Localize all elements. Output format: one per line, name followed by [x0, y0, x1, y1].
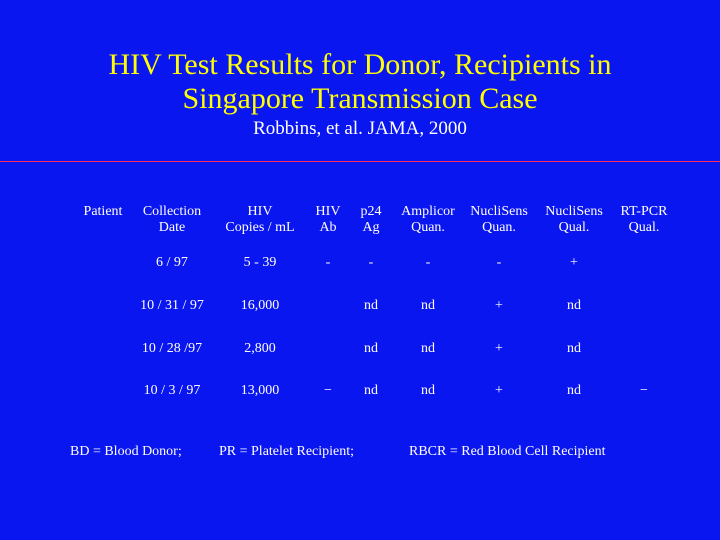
- header-rt-pcr-qual: RT-PCR Qual.: [620, 204, 668, 235]
- table-cell: nd: [421, 298, 435, 313]
- table-cell: nd: [567, 298, 581, 313]
- table-cell: nd: [421, 383, 435, 398]
- header-nuclisens-qual: NucliSens Qual.: [545, 204, 603, 235]
- table-cell: +: [495, 341, 503, 356]
- table-cell: nd: [567, 383, 581, 398]
- table-cell: -: [368, 255, 374, 270]
- table-cell: +: [495, 298, 503, 313]
- table-cell: nd: [364, 383, 378, 398]
- header-nuclisens-quan: NucliSens Quan.: [470, 204, 528, 235]
- legend-rbcr: RBCR = Red Blood Cell Recipient: [409, 444, 606, 459]
- table-cell: nd: [364, 298, 378, 313]
- table-cell: +: [495, 383, 503, 398]
- table-cell: 10 / 3 / 97: [143, 383, 201, 398]
- legend-pr: PR = Platelet Recipient;: [219, 444, 355, 459]
- table-cell: 6 / 97: [156, 255, 188, 270]
- header-amplicor-quan: Amplicor Quan.: [401, 204, 455, 235]
- title-line-2: Singapore Transmission Case: [182, 82, 538, 115]
- table-cell: -: [325, 255, 331, 270]
- header-hiv-copies: HIV Copies / mL: [225, 204, 295, 235]
- table-cell: 13,000: [240, 383, 280, 398]
- table-cell: 16,000: [240, 298, 280, 313]
- header-p24-ag: p24 Ag: [360, 204, 382, 235]
- table-cell: 10 / 28 /97: [141, 341, 203, 356]
- slide-title: HIV Test Results for Donor, Recipients i…: [0, 48, 720, 116]
- table-cell: -: [496, 255, 502, 270]
- title-divider: [0, 161, 720, 162]
- table-cell: 10 / 31 / 97: [140, 298, 204, 313]
- slide-subtitle: Robbins, et al. JAMA, 2000: [253, 118, 467, 139]
- table-cell: nd: [364, 341, 378, 356]
- title-line-1: HIV Test Results for Donor, Recipients i…: [108, 48, 612, 81]
- table-cell: −: [640, 383, 648, 398]
- table-cell: 2,800: [244, 341, 276, 356]
- table-cell: 5 - 39: [243, 255, 277, 270]
- table-cell: −: [324, 383, 332, 398]
- table-cell: nd: [567, 341, 581, 356]
- table-cell: -: [425, 255, 431, 270]
- table-cell: +: [570, 255, 578, 270]
- table-cell: nd: [421, 341, 435, 356]
- header-hiv-ab: HIV Ab: [315, 204, 341, 235]
- legend-bd: BD = Blood Donor;: [70, 444, 182, 459]
- header-patient: Patient: [83, 204, 123, 219]
- header-collection-date: Collection Date: [142, 204, 202, 235]
